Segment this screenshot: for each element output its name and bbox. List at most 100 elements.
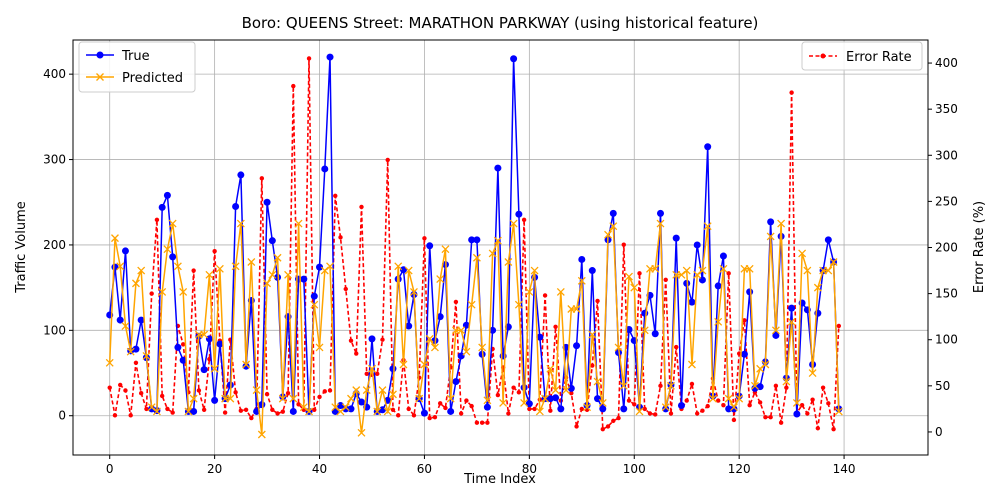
error-rate-point <box>327 388 333 393</box>
x-tick-label: 140 <box>833 462 856 476</box>
true-point <box>190 407 198 415</box>
predicted-point <box>152 407 161 416</box>
predicted-point <box>179 287 188 296</box>
true-point <box>704 143 712 151</box>
true-point <box>310 292 318 300</box>
error-rate-point <box>170 410 175 415</box>
predicted-point <box>777 219 786 228</box>
predicted-point <box>315 343 324 352</box>
error-rate-point <box>726 271 731 276</box>
predicted-point <box>483 396 492 405</box>
true-point <box>389 365 397 373</box>
error-rate-point <box>548 408 553 413</box>
predicted-point <box>231 262 240 271</box>
predicted-point <box>236 219 245 228</box>
error-rate-point <box>159 393 165 399</box>
error-rate-point <box>569 391 574 396</box>
error-rate-point <box>275 411 280 416</box>
error-rate-point <box>810 397 815 402</box>
true-point <box>788 304 796 312</box>
predicted-point <box>787 317 796 326</box>
error-rate-point <box>742 318 747 323</box>
predicted-point <box>630 283 639 292</box>
true-point <box>599 405 607 413</box>
legend-true-marker <box>96 51 104 59</box>
x-tick-label: 40 <box>312 462 327 476</box>
predicted-point <box>163 245 172 254</box>
error-rate-point <box>626 398 632 403</box>
error-rate-point <box>165 406 170 412</box>
true-point <box>179 356 187 364</box>
predicted-point <box>714 317 723 326</box>
true-point <box>536 333 544 341</box>
error-rate-point <box>118 382 123 388</box>
true-point <box>489 326 497 334</box>
y-tick-label: 300 <box>43 153 66 167</box>
x-tick-label: 80 <box>522 462 537 476</box>
predicted-point <box>457 326 466 335</box>
error-rate-point <box>553 324 558 330</box>
predicted-point <box>604 230 612 239</box>
error-rate-point <box>516 390 522 395</box>
true-point <box>693 241 701 249</box>
legend-predicted-label: Predicted <box>122 71 183 86</box>
predicted-point <box>530 266 539 275</box>
true-point <box>767 218 775 226</box>
predicted-point <box>409 287 418 296</box>
predicted-point <box>745 264 754 273</box>
predicted-point <box>750 381 759 390</box>
true-series <box>106 53 843 418</box>
true-point <box>132 345 140 353</box>
predicted-point <box>200 330 209 339</box>
predicted-point <box>635 407 644 416</box>
predicted-point <box>462 347 471 356</box>
predicted-point <box>693 270 702 279</box>
predicted-point <box>520 398 529 407</box>
predicted-point <box>593 377 602 386</box>
true-point <box>609 209 617 217</box>
error-rate-point <box>144 406 149 412</box>
true-point <box>494 164 502 172</box>
true-point <box>300 275 308 283</box>
y2-tick-label: 100 <box>935 333 958 347</box>
y-ticks: 0 100 200 300 400 <box>43 67 73 423</box>
error-rate-point <box>474 420 480 425</box>
predicted-point <box>173 262 182 271</box>
error-rate-point <box>348 338 354 343</box>
error-rate-point <box>249 415 254 421</box>
error-rate-point <box>243 407 249 413</box>
true-point <box>557 405 565 413</box>
error-rate-point <box>112 413 118 418</box>
error-rate-point <box>616 415 621 421</box>
predicted-point <box>661 403 670 412</box>
true-point <box>321 165 329 173</box>
error-rate-point <box>495 392 501 398</box>
true-point <box>116 316 124 324</box>
predicted-point <box>310 300 319 309</box>
predicted-point <box>284 270 293 279</box>
true-point <box>163 191 171 199</box>
true-point <box>620 405 628 413</box>
predicted-point <box>441 245 450 254</box>
predicted-point <box>656 219 665 228</box>
legend-error-marker <box>820 53 826 59</box>
error-rate-point <box>154 217 160 223</box>
predicted-point <box>273 253 282 262</box>
error-rate-point <box>590 363 595 368</box>
true-point <box>483 403 491 411</box>
error-rate-point <box>291 83 296 89</box>
true-point <box>452 378 460 386</box>
true-point <box>211 396 219 404</box>
true-point <box>719 252 727 260</box>
y2-tick-label: 350 <box>935 102 958 116</box>
true-point <box>342 405 350 413</box>
error-rate-point <box>107 385 112 390</box>
predicted-point <box>651 264 660 273</box>
error-rate-point <box>658 383 663 389</box>
predicted-point <box>614 343 623 352</box>
y-tick-label: 200 <box>43 238 66 252</box>
predicted-point <box>215 264 224 273</box>
grid <box>73 40 928 455</box>
y2-axis-label: Error Rate (%) <box>972 201 987 293</box>
error-rate-point <box>479 420 485 425</box>
